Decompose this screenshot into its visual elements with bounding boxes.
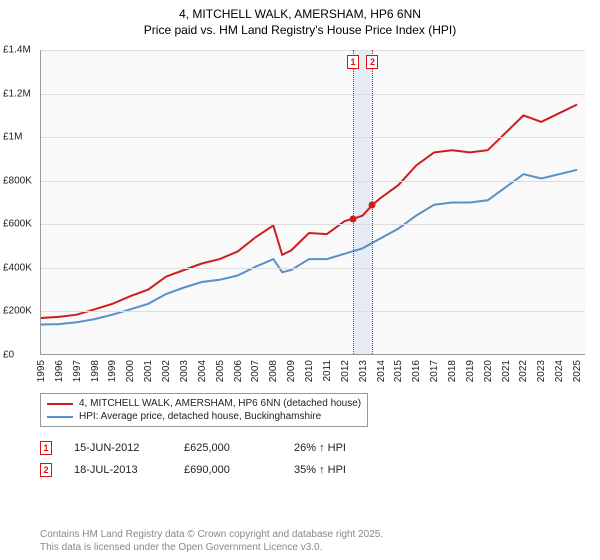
x-tick-label: 2001	[143, 360, 154, 382]
attrib-line2: This data is licensed under the Open Gov…	[40, 541, 383, 554]
transaction-date: 15-JUN-2012	[74, 442, 184, 454]
y-tick-label: £200K	[3, 306, 32, 317]
x-tick-label: 2019	[465, 360, 476, 382]
attrib-line1: Contains HM Land Registry data © Crown c…	[40, 528, 383, 541]
x-tick-label: 2020	[483, 360, 494, 382]
chart-marker-2: 2	[366, 55, 378, 69]
x-tick-label: 2006	[233, 360, 244, 382]
x-tick-label: 1995	[36, 360, 47, 382]
y-tick-label: £800K	[3, 175, 32, 186]
x-tick-label: 2008	[268, 360, 279, 382]
x-tick-label: 1996	[54, 360, 65, 382]
transaction-price: £625,000	[184, 442, 294, 454]
x-tick-label: 2007	[250, 360, 261, 382]
legend-label: 4, MITCHELL WALK, AMERSHAM, HP6 6NN (det…	[79, 398, 361, 409]
y-tick-label: £1.2M	[3, 88, 31, 99]
x-tick-label: 2005	[215, 360, 226, 382]
transaction-row: 2 18-JUL-2013£690,00035% ↑ HPI	[40, 459, 404, 481]
transaction-list: 1 15-JUN-2012£625,00026% ↑ HPI 2 18-JUL-201…	[40, 437, 404, 481]
x-tick-label: 1998	[90, 360, 101, 382]
transaction-price: £690,000	[184, 464, 294, 476]
x-tick-label: 2009	[286, 360, 297, 382]
x-tick-label: 2021	[501, 360, 512, 382]
x-tick-label: 2025	[572, 360, 583, 382]
x-tick-label: 2018	[447, 360, 458, 382]
x-tick-label: 2013	[358, 360, 369, 382]
x-tick-label: 2010	[304, 360, 315, 382]
x-tick-label: 2024	[554, 360, 565, 382]
x-tick-label: 1999	[107, 360, 118, 382]
x-tick-label: 2023	[536, 360, 547, 382]
x-tick-label: 2004	[197, 360, 208, 382]
chart-title: 4, MITCHELL WALK, AMERSHAM, HP6 6NN Pric…	[0, 0, 600, 38]
transaction-delta: 26% ↑ HPI	[294, 442, 404, 454]
x-tick-label: 1997	[72, 360, 83, 382]
x-tick-label: 2014	[376, 360, 387, 382]
x-tick-label: 2000	[125, 360, 136, 382]
legend-item: 4, MITCHELL WALK, AMERSHAM, HP6 6NN (det…	[47, 397, 361, 410]
x-tick-label: 2015	[393, 360, 404, 382]
y-tick-label: £600K	[3, 219, 32, 230]
legend-swatch	[47, 403, 73, 405]
transaction-marker: 2	[40, 463, 52, 477]
transaction-delta: 35% ↑ HPI	[294, 464, 404, 476]
x-tick-label: 2002	[161, 360, 172, 382]
y-tick-label: £1.4M	[3, 45, 31, 56]
x-tick-label: 2016	[411, 360, 422, 382]
chart-lines	[41, 50, 585, 354]
transaction-row: 1 15-JUN-2012£625,00026% ↑ HPI	[40, 437, 404, 459]
x-tick-label: 2022	[518, 360, 529, 382]
transaction-date: 18-JUL-2013	[74, 464, 184, 476]
title-line2: Price paid vs. HM Land Registry's House …	[0, 22, 600, 38]
legend-label: HPI: Average price, detached house, Buck…	[79, 411, 321, 422]
chart-marker-1: 1	[347, 55, 359, 69]
title-line1: 4, MITCHELL WALK, AMERSHAM, HP6 6NN	[0, 6, 600, 22]
chart-legend: 4, MITCHELL WALK, AMERSHAM, HP6 6NN (det…	[40, 393, 368, 427]
y-tick-label: £1M	[3, 132, 22, 143]
chart-plot-area: 12	[40, 50, 585, 355]
x-tick-label: 2017	[429, 360, 440, 382]
y-tick-label: £0	[3, 350, 14, 361]
x-tick-label: 2012	[340, 360, 351, 382]
attribution-text: Contains HM Land Registry data © Crown c…	[40, 528, 383, 554]
x-tick-label: 2011	[322, 360, 333, 382]
y-tick-label: £400K	[3, 262, 32, 273]
transaction-marker: 1	[40, 441, 52, 455]
legend-swatch	[47, 416, 73, 418]
legend-item: HPI: Average price, detached house, Buck…	[47, 410, 361, 423]
x-tick-label: 2003	[179, 360, 190, 382]
